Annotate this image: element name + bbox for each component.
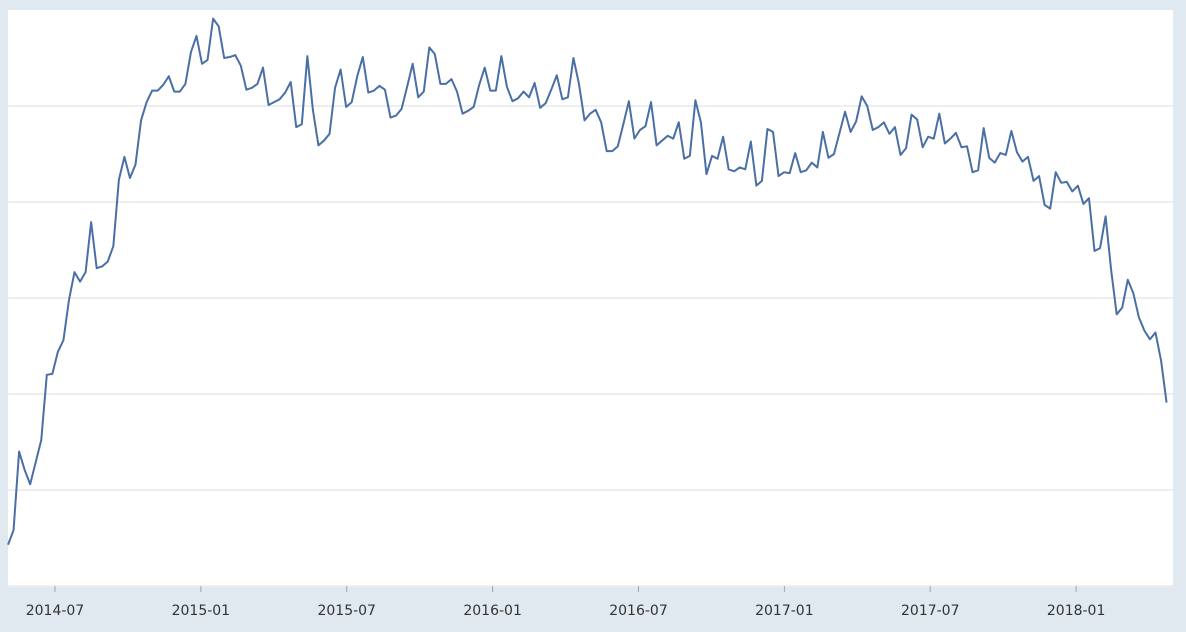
data-line: [7, 17, 1168, 546]
x-tick-label: 2015-01: [172, 603, 231, 619]
x-tick-label: 2018-01: [1047, 603, 1106, 619]
x-tick-label: 2017-07: [901, 603, 960, 619]
x-tick-label: 2016-07: [609, 603, 668, 619]
x-tick-label: 2014-07: [26, 603, 85, 619]
x-tick-label: 2015-07: [317, 603, 376, 619]
x-tick-label: 2016-01: [463, 603, 522, 619]
x-tick-label: 2017-01: [755, 603, 814, 619]
